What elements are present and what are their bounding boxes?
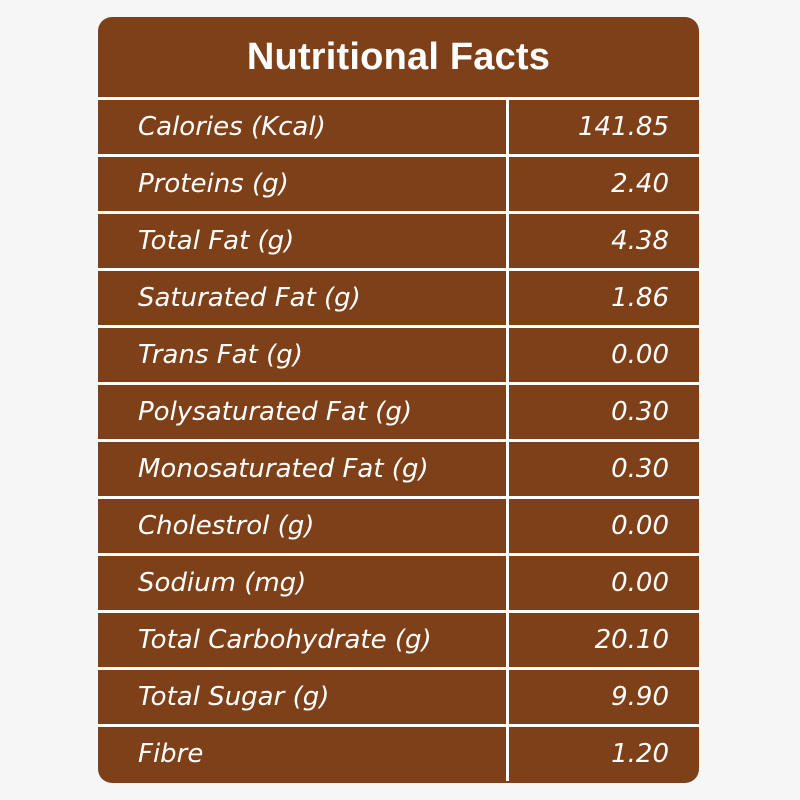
- nutrition-table: Calories (Kcal) 141.85 Proteins (g) 2.40…: [98, 97, 699, 781]
- nutrient-value: 0.30: [611, 397, 669, 427]
- table-row: Total Carbohydrate (g) 20.10: [98, 610, 699, 667]
- table-row: Total Fat (g) 4.38: [98, 211, 699, 268]
- nutrient-value: 0.00: [611, 568, 669, 598]
- nutrient-value: 0.30: [611, 454, 669, 484]
- table-row: Polysaturated Fat (g) 0.30: [98, 382, 699, 439]
- nutrient-label: Cholestrol (g): [138, 511, 315, 541]
- table-row: Cholestrol (g) 0.00: [98, 496, 699, 553]
- table-row: Sodium (mg) 0.00: [98, 553, 699, 610]
- panel-title: Nutritional Facts: [246, 35, 551, 78]
- column-divider: [506, 442, 509, 496]
- table-row: Monosaturated Fat (g) 0.30: [98, 439, 699, 496]
- column-divider: [506, 670, 509, 724]
- nutrient-value: 9.90: [611, 682, 669, 712]
- column-divider: [506, 157, 509, 211]
- nutrient-value: 141.85: [578, 112, 669, 142]
- nutrient-label: Sodium (mg): [138, 568, 307, 598]
- nutrient-value: 2.40: [611, 169, 669, 199]
- column-divider: [506, 271, 509, 325]
- nutrient-label: Trans Fat (g): [138, 340, 303, 370]
- nutrient-label: Total Sugar (g): [138, 682, 330, 712]
- nutrient-label: Fibre: [138, 739, 204, 769]
- table-row: Fibre 1.20: [98, 724, 699, 781]
- nutrient-label: Polysaturated Fat (g): [138, 397, 413, 427]
- nutrient-value: 1.86: [611, 283, 669, 313]
- nutrient-value: 1.20: [611, 739, 669, 769]
- nutrient-label: Monosaturated Fat (g): [138, 454, 429, 484]
- nutrient-label: Calories (Kcal): [138, 112, 326, 142]
- column-divider: [506, 100, 509, 154]
- column-divider: [506, 385, 509, 439]
- nutrition-facts-panel: Nutritional Facts Calories (Kcal) 141.85…: [98, 17, 699, 783]
- nutrient-label: Proteins (g): [138, 169, 289, 199]
- nutrient-label: Total Fat (g): [138, 226, 295, 256]
- column-divider: [506, 556, 509, 610]
- table-row: Saturated Fat (g) 1.86: [98, 268, 699, 325]
- nutrient-value: 4.38: [611, 226, 669, 256]
- nutrient-label: Total Carbohydrate (g): [138, 625, 432, 655]
- table-row: Total Sugar (g) 9.90: [98, 667, 699, 724]
- column-divider: [506, 727, 509, 781]
- column-divider: [506, 328, 509, 382]
- nutrient-value: 20.10: [594, 625, 669, 655]
- column-divider: [506, 499, 509, 553]
- column-divider: [506, 214, 509, 268]
- column-divider: [506, 613, 509, 667]
- nutrient-label: Saturated Fat (g): [138, 283, 361, 313]
- table-row: Calories (Kcal) 141.85: [98, 97, 699, 154]
- nutrient-value: 0.00: [611, 511, 669, 541]
- table-row: Proteins (g) 2.40: [98, 154, 699, 211]
- table-row: Trans Fat (g) 0.00: [98, 325, 699, 382]
- nutrient-value: 0.00: [611, 340, 669, 370]
